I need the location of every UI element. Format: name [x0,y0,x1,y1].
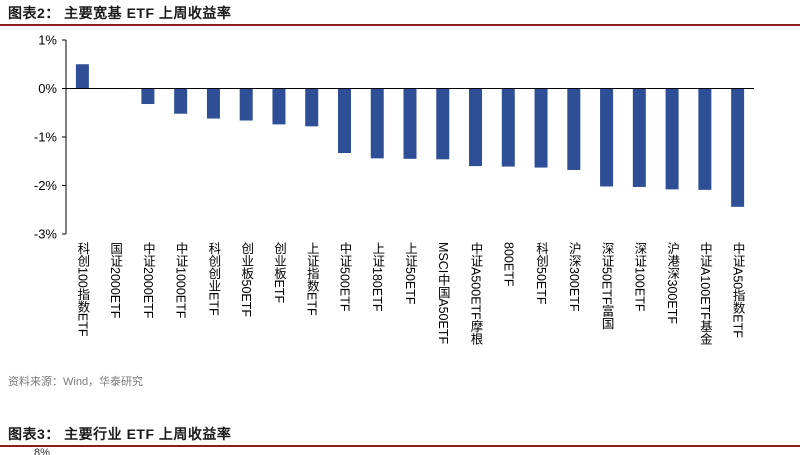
x-category-label: 科创创业ETF [206,242,220,316]
x-category-label: 上证180ETF [370,242,384,312]
y-tick-label: 1% [38,33,57,48]
x-category-label: 中证500ETF [337,241,351,312]
bar [370,88,384,159]
bar [600,88,614,187]
x-category-label: 创业板50ETF [239,242,253,317]
x-category-label: 中证A100ETF基金 [698,241,712,345]
figure3-header: 图表3： 主要行业 ETF 上周收益率 [0,421,800,447]
bar [174,88,188,114]
etf-return-bar-chart: 1% 0% -1% -2% -3% 科创100指数ETF 国证2000ETF 中证2000ET… [34,33,754,345]
y-tick-label: -2% [34,178,58,193]
figure2-source: 资料来源：Wind，华泰研究 [8,376,144,388]
x-category-label: 沪深300ETF [567,242,581,312]
bar [75,64,89,89]
x-category-label: 800ETF [501,242,515,287]
bar [272,88,286,125]
y-tick-label: -1% [34,130,58,145]
bar [305,88,319,127]
x-category-label: 上证50ETF [403,242,417,305]
x-category-label: 中证A500ETF摩根 [469,241,483,345]
x-category-label: 中证1000ETF [174,241,188,319]
x-category-label: 上证指数ETF [305,242,319,316]
x-category-label: 科创100指数ETF [75,242,89,337]
bar [632,88,646,187]
y-tick-label: 0% [38,81,57,96]
figure2-header: 图表2： 主要宽基 ETF 上周收益率 [0,0,800,26]
bar [337,88,351,154]
x-category-label: 科创50ETF [534,242,548,305]
bar [403,88,417,159]
bar [534,88,548,168]
x-category-label: 深证50ETF富国 [600,242,614,330]
figure3-partial-tick: 8% [34,447,50,455]
x-category-label: MSCI中国A50ETF [436,242,450,344]
x-category-label: 深证100ETF [632,242,646,312]
bar [501,88,515,167]
y-tick-label: -3% [34,227,58,242]
bar [665,88,679,190]
bar [698,88,712,190]
bar [469,88,483,167]
x-category-label: 国证2000ETF [108,242,122,319]
bar [206,88,220,119]
figure2-title: 图表2： 主要宽基 ETF 上周收益率 [8,5,232,21]
x-category-label: 创业板ETF [272,242,286,303]
figure3-title: 图表3： 主要行业 ETF 上周收益率 [8,426,232,442]
bar [141,88,155,105]
bar [436,88,450,160]
bar [731,88,745,207]
x-category-label: 沪港深300ETF [665,242,679,324]
bar [567,88,581,170]
x-category-label: 中证2000ETF [141,241,155,319]
bar [239,88,253,121]
x-category-label: 中证A50指数ETF [731,241,745,338]
